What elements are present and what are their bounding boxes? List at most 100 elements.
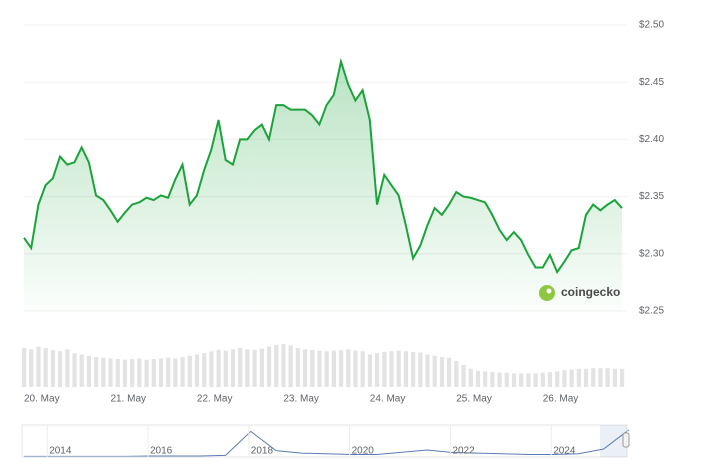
x-tick-label: 20. May — [24, 394, 60, 405]
x-tick-label: 2014 — [49, 446, 72, 457]
volume-bar — [338, 349, 344, 387]
volume-bar — [202, 353, 207, 387]
volume-bar — [216, 349, 221, 387]
volume-bar — [331, 350, 336, 387]
x-tick-label: 2024 — [553, 446, 576, 457]
y-tick-label: $2.30 — [639, 248, 664, 259]
x-tick-label: 21. May — [110, 394, 146, 405]
price-line — [23, 57, 623, 275]
volume-bar — [50, 349, 56, 387]
volume-bar — [555, 371, 560, 387]
volume-bar — [497, 372, 502, 387]
volume-bar — [194, 354, 200, 387]
volume-bar — [65, 349, 70, 387]
x-tick-label: 26. May — [543, 394, 579, 405]
volume-bar — [310, 349, 315, 387]
volume-bar — [526, 373, 531, 387]
volume-bar — [101, 357, 106, 387]
x-tick-label: 2016 — [150, 446, 173, 457]
volume-bar — [475, 370, 481, 387]
volume-bar — [461, 364, 466, 387]
y-tick-label: $2.50 — [639, 20, 664, 31]
volume-bar — [569, 369, 574, 387]
volume-bar — [238, 348, 243, 387]
volume-bar — [375, 353, 380, 387]
volume-bar — [43, 348, 48, 387]
logo-eye — [546, 288, 552, 294]
volume-bar — [36, 346, 41, 387]
volume-bar — [144, 359, 149, 387]
volume-bar — [122, 359, 128, 387]
volume-bar — [158, 358, 164, 387]
volume-bar — [389, 351, 394, 387]
volume-bar — [605, 368, 610, 387]
volume-bar — [612, 368, 617, 387]
volume-bar — [274, 344, 279, 387]
volume-bar — [108, 358, 113, 387]
volume-bar — [302, 349, 308, 387]
volume-bar — [360, 351, 365, 387]
volume-bar — [317, 350, 322, 387]
x-tick-label: 2018 — [251, 446, 274, 457]
volume-bar — [86, 355, 92, 387]
x-tick-label: 24. May — [370, 394, 406, 405]
navigator-handle[interactable] — [622, 432, 630, 448]
volume-bar — [209, 351, 214, 387]
volume-bar — [483, 371, 488, 387]
volume-bar — [591, 368, 596, 387]
volume-bar — [411, 351, 416, 387]
overview-line — [24, 429, 630, 457]
navigator-frame — [21, 424, 628, 458]
volume-bar — [576, 368, 581, 387]
x-tick-label: 2020 — [352, 446, 375, 457]
y-tick-label: $2.40 — [639, 134, 664, 145]
x-tick-label: 23. May — [283, 394, 319, 405]
volume-bar — [447, 357, 452, 387]
volume-bar — [187, 355, 192, 387]
volume-bar — [173, 358, 178, 387]
volume-bar — [180, 357, 185, 387]
volume-bar — [259, 348, 264, 387]
volume-bar — [583, 368, 589, 387]
volume-bar — [223, 350, 228, 387]
y-tick-label: $2.35 — [639, 191, 664, 202]
volume-bar — [230, 349, 236, 387]
volume-bar — [252, 349, 257, 387]
volume-bar — [454, 361, 459, 387]
volume-bar — [151, 359, 156, 387]
volume-bar — [396, 350, 401, 387]
volume-bar — [439, 357, 445, 387]
volume-bar — [115, 359, 120, 387]
volume-bar — [382, 351, 387, 387]
volume-bar — [137, 358, 142, 387]
y-tick-label: $2.25 — [639, 306, 664, 317]
volume-bar — [72, 353, 77, 387]
volume-bar — [533, 373, 538, 387]
volume-bar — [288, 345, 293, 387]
volume-bar — [295, 348, 300, 387]
volume-bar — [324, 351, 329, 387]
volume-bar — [519, 373, 524, 387]
price-area — [24, 61, 622, 311]
volume-bar — [245, 349, 250, 387]
volume-bar — [353, 350, 358, 387]
volume-bar — [29, 349, 34, 387]
volume-bar — [166, 357, 171, 387]
volume-bar — [540, 372, 545, 387]
volume-bar — [547, 372, 553, 387]
volume-bar — [425, 354, 430, 387]
logo-icon — [539, 285, 555, 301]
volume-bar — [432, 355, 437, 387]
volume-bar — [22, 348, 27, 387]
watermark: coingecko — [561, 285, 620, 299]
volume-bar — [504, 372, 509, 387]
y-tick-label: $2.45 — [639, 77, 664, 88]
volume-bar — [130, 359, 135, 387]
volume-bar — [367, 354, 373, 387]
volume-bar — [418, 352, 423, 387]
volume-bar — [94, 357, 99, 387]
volume-bar — [490, 372, 495, 387]
volume-bar — [619, 368, 625, 387]
